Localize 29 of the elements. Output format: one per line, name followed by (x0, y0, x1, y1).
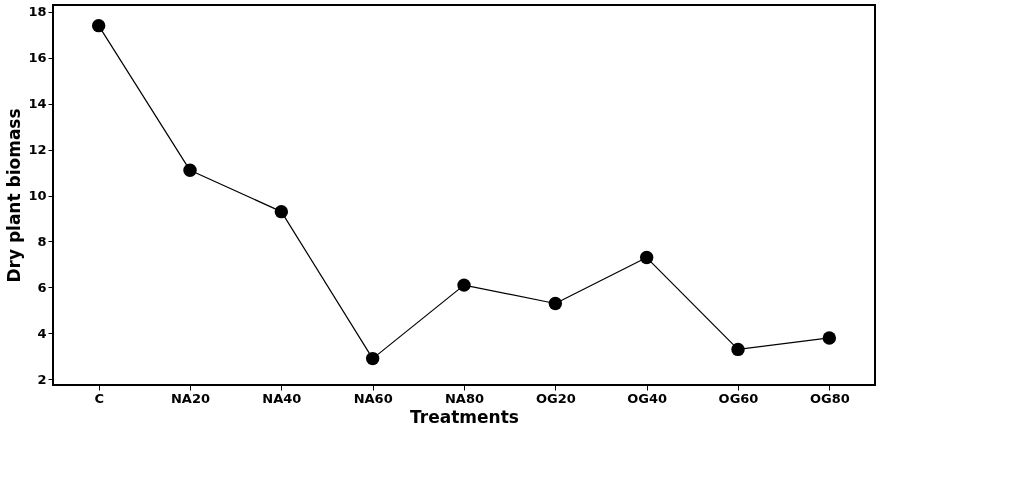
x-tick-label: NA60 (353, 390, 393, 406)
x-tick-label: OG60 (718, 390, 759, 406)
point (822, 331, 837, 345)
point (457, 278, 471, 292)
x-tick-label: OG40 (627, 390, 668, 406)
x-tick-label: OG20 (535, 390, 576, 406)
y-axis-title: Dry plant biomass (4, 108, 25, 283)
point (183, 163, 197, 178)
x-tick-label: NA80 (444, 390, 485, 406)
y-tick-label: 6 (37, 279, 47, 295)
point (274, 204, 289, 219)
point (639, 250, 654, 265)
y-tick-label: 2 (37, 371, 47, 387)
y-tick-label: 14 (28, 96, 47, 112)
x-axis-title: Treatments (410, 406, 519, 427)
y-tick-label: 12 (28, 142, 47, 158)
y-tick-label: 18 (28, 4, 47, 20)
y-tick-label: 4 (37, 325, 47, 341)
y-tick-label: 8 (37, 234, 47, 249)
y-tick-label: 16 (28, 50, 47, 66)
y-tick-label: 10 (28, 188, 47, 204)
x-tick-label: NA20 (170, 390, 211, 406)
point (731, 342, 745, 357)
point (91, 18, 106, 33)
x-tick-label: OG80 (809, 390, 850, 406)
x-tick-label: NA40 (262, 390, 302, 406)
x-tick-label: C (94, 390, 104, 406)
point (365, 351, 380, 366)
point (548, 296, 563, 311)
